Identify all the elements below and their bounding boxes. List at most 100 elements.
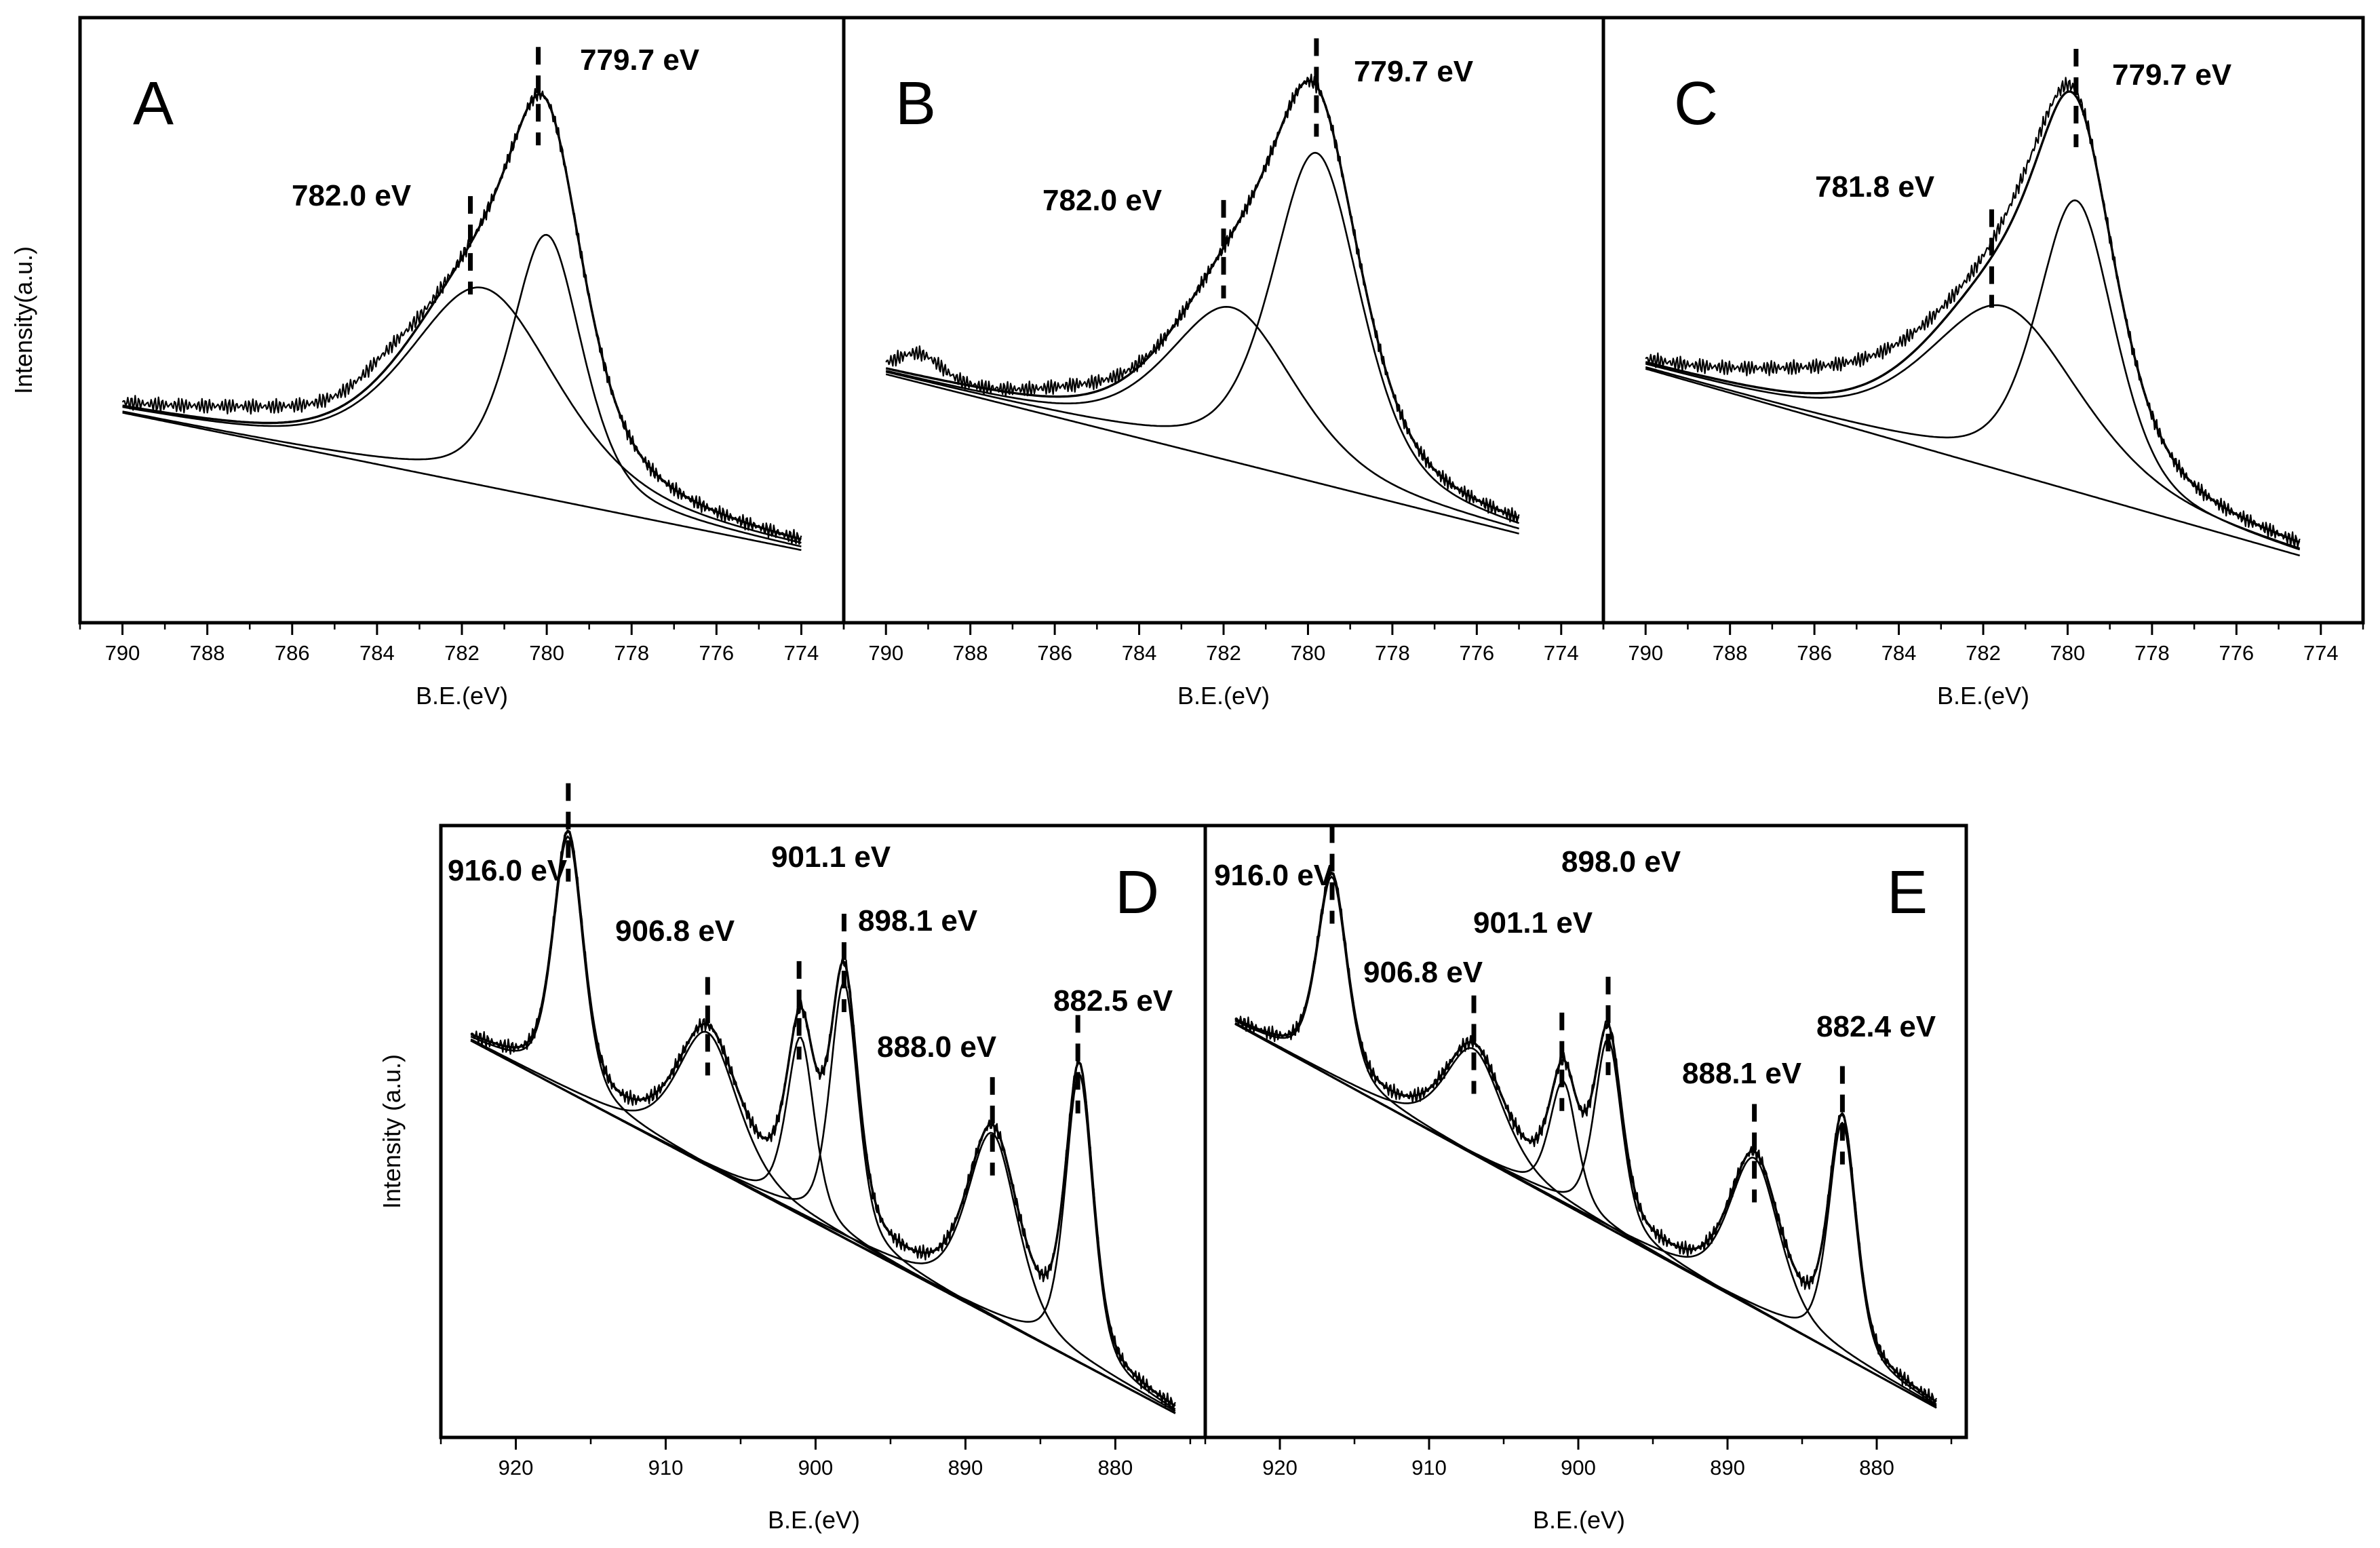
panel-c-peak-label: 781.8 eV [1815, 170, 1935, 204]
panel-a-curves [121, 88, 802, 552]
x-tick-label: 788 [953, 641, 988, 665]
x-tick-label: 880 [1098, 1456, 1133, 1479]
x-tick-label: 782 [444, 641, 480, 665]
panel-c-x-axis-label: B.E.(eV) [1937, 682, 2029, 710]
panel-b-peak-label: 782.0 eV [1042, 184, 1163, 217]
panel-d-peak-label: 882.5 eV [1053, 984, 1173, 1018]
panel-d-peak-label: 901.1 eV [771, 840, 891, 874]
panel-a-x-axis-label: B.E.(eV) [416, 682, 508, 710]
panel-d-peak-label: 906.8 eV [615, 914, 735, 948]
panel-a-peak-label: 782.0 eV [292, 179, 412, 212]
panel-d-x-axis-label: B.E.(eV) [768, 1506, 860, 1534]
fitted-component-curve [1645, 304, 2301, 549]
panel-e-peak-label: 882.4 eV [1816, 1010, 1936, 1043]
panel-a-frame [78, 16, 846, 625]
panel-a-peak-markers [468, 47, 541, 295]
panel-d-y-axis-label: Intensity (a.u.) [378, 1054, 406, 1209]
fitted-component-curve [885, 306, 1519, 530]
fitted-component-curve [122, 233, 802, 547]
panel-c-peak-markers [1989, 48, 2079, 308]
x-tick-label: 900 [798, 1456, 834, 1479]
panel-a-x-ticks: 790 788 786 784 782 780 778 776 774 [79, 623, 845, 665]
panel-a-peak-label: 779.7 eV [580, 43, 700, 77]
x-tick-label: 910 [648, 1456, 684, 1479]
fitted-envelope-curve [1234, 871, 1937, 1403]
baseline-curve [1645, 368, 2301, 557]
x-tick-label: 784 [359, 641, 395, 665]
x-tick-label: 776 [2219, 641, 2254, 665]
panel-e-letter: E [1887, 859, 1928, 927]
experimental-data-curve [885, 73, 1520, 524]
fitted-component-curve [470, 982, 1176, 1414]
x-tick-label: 890 [948, 1456, 983, 1479]
panel-b-peak-label: 779.7 eV [1354, 55, 1474, 88]
panel-b-x-axis-label: B.E.(eV) [1177, 682, 1270, 710]
x-tick-label: 786 [1037, 641, 1072, 665]
panel-b-curves [885, 73, 1520, 535]
panel-b-frame [842, 16, 1605, 625]
panel-d-peak-markers [566, 783, 1080, 1176]
x-tick-label: 910 [1411, 1456, 1447, 1479]
x-tick-label: 774 [1544, 641, 1579, 665]
panel-a: A 790 788 786 784 782 780 778 776 774 B.E.(eV) I… [9, 16, 846, 710]
x-tick-label: 780 [529, 641, 564, 665]
experimental-data-curve [121, 88, 802, 545]
x-tick-label: 786 [1797, 641, 1832, 665]
x-tick-label: 890 [1710, 1456, 1745, 1479]
x-tick-label: 776 [1459, 641, 1494, 665]
panel-d: D 920 910 900 890 880 B.E.(eV) Intensity (a.… [378, 783, 1207, 1534]
x-tick-label: 778 [1375, 641, 1410, 665]
x-tick-label: 920 [499, 1456, 534, 1479]
panel-d-peak-label: 898.1 eV [858, 904, 978, 937]
x-tick-label: 774 [2303, 641, 2339, 665]
panel-c: C 790 788 786 784 782 780 778 776 774 B.E.(eV) 7… [1601, 16, 2365, 710]
x-tick-label: 880 [1859, 1456, 1894, 1479]
panel-d-peak-label: 916.0 eV [448, 854, 568, 887]
panel-e-peak-label: 916.0 eV [1214, 859, 1334, 892]
fitted-component-curve [1234, 1023, 1937, 1406]
fitted-component-curve [122, 286, 802, 544]
panel-e: E 920 910 900 890 880 B.E.(eV) 916.0 eV 906.… [1203, 824, 1968, 1534]
experimental-data-curve [470, 830, 1176, 1411]
panel-a-letter: A [133, 70, 174, 138]
fitted-component-curve [885, 151, 1520, 524]
fitted-envelope-curve [122, 93, 802, 541]
baseline-curve [122, 412, 802, 552]
panel-d-x-ticks: 920 910 900 890 880 [440, 1437, 1192, 1479]
panel-e-peak-label: 888.1 eV [1682, 1057, 1802, 1090]
fitted-component-curve [1645, 199, 2301, 551]
x-tick-label: 782 [1966, 641, 2001, 665]
panel-b-x-ticks: 790 788 786 784 782 780 778 776 774 [842, 623, 1605, 665]
fitted-envelope-curve [1645, 90, 2301, 544]
x-tick-label: 782 [1206, 641, 1241, 665]
x-tick-label: 790 [868, 641, 903, 665]
x-tick-label: 900 [1561, 1456, 1596, 1479]
x-tick-label: 790 [105, 641, 140, 665]
panel-e-x-axis-label: B.E.(eV) [1533, 1506, 1625, 1534]
x-tick-label: 780 [2050, 641, 2086, 665]
panel-e-peak-markers [1329, 825, 1845, 1203]
experimental-data-curve [1234, 872, 1938, 1407]
panel-a-y-axis-label: Intensity(a.u.) [9, 246, 37, 394]
x-tick-label: 774 [784, 641, 819, 665]
panel-c-x-ticks: 790 788 786 784 782 780 778 776 774 [1602, 623, 2364, 665]
x-tick-label: 784 [1881, 641, 1917, 665]
fitted-component-curve [470, 1030, 1176, 1414]
panel-e-frame [1203, 824, 1968, 1439]
panel-e-peak-label: 906.8 eV [1363, 956, 1483, 989]
panel-e-curves [1234, 871, 1938, 1409]
x-tick-label: 784 [1122, 641, 1157, 665]
fitted-component-curve [470, 1039, 1176, 1410]
panel-c-curves [1645, 77, 2301, 557]
x-tick-label: 786 [275, 641, 310, 665]
fitted-component-curve [1234, 876, 1937, 1409]
panel-d-curves [470, 829, 1176, 1414]
panel-e-x-ticks: 920 910 900 890 880 [1204, 1437, 1953, 1479]
x-tick-label: 780 [1291, 641, 1326, 665]
panel-e-peak-label: 898.0 eV [1561, 845, 1681, 878]
x-tick-label: 788 [1713, 641, 1748, 665]
panel-c-peak-label: 779.7 eV [2112, 58, 2232, 92]
panel-d-letter: D [1115, 859, 1159, 927]
panel-d-peak-label: 888.0 eV [877, 1030, 997, 1064]
